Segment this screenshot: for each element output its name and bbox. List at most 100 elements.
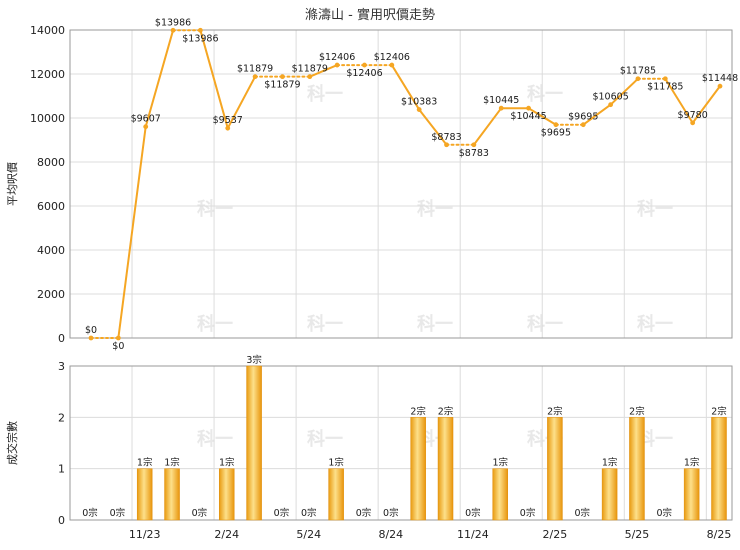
count-value-label: 0宗 [356, 507, 372, 519]
count-bar [683, 468, 700, 521]
price-point [280, 74, 285, 80]
price-y-tick-label: 14000 [30, 24, 65, 37]
count-bar [136, 468, 153, 521]
count-value-label: 0宗 [383, 507, 399, 519]
price-point [307, 74, 313, 80]
price-value-label: $11879 [264, 80, 300, 91]
watermark-text: 科一 [307, 83, 343, 105]
watermark-text: 科一 [637, 313, 673, 335]
frame-layer [69, 29, 733, 521]
price-line-segment [226, 75, 257, 130]
text-layer: 0 2000 4000 6000 8000 10000 12000 14000 0 1 2 3 滌濤山 … [5, 7, 738, 541]
price-point [662, 76, 668, 82]
price-y-tick-label: 8000 [37, 156, 65, 169]
price-value-label: $9607 [131, 114, 161, 125]
price-value-label: $11785 [647, 82, 683, 93]
price-point [362, 62, 367, 68]
count-bar [601, 468, 618, 521]
count-value-label: 0宗 [301, 507, 317, 519]
price-value-label: $11879 [292, 64, 328, 75]
price-value-label: $9695 [541, 128, 571, 139]
price-line-segment [664, 77, 694, 124]
price-y-tick-label: 4000 [37, 244, 65, 257]
count-y-tick-label: 3 [58, 360, 65, 373]
count-value-label: 2宗 [711, 405, 727, 417]
count-bar [629, 417, 645, 521]
count-value-label: 3宗 [246, 354, 262, 366]
price-line-segment [472, 107, 503, 146]
price-value-label: $0 [112, 341, 124, 352]
count-bar [328, 468, 344, 521]
watermark-text: 科一 [307, 428, 343, 450]
count-value-label: 0宗 [465, 507, 481, 519]
price-line-segment [144, 29, 175, 128]
price-value-label: $10605 [592, 92, 628, 103]
price-point [580, 122, 586, 128]
price-point [444, 142, 449, 148]
price-line-segment [418, 108, 448, 146]
watermark-text: 科一 [417, 313, 453, 335]
count-bar [711, 417, 727, 521]
count-bar [218, 468, 235, 521]
watermark-text: 科一 [417, 198, 453, 220]
price-line-segment [199, 29, 229, 130]
price-value-label: $10383 [401, 97, 437, 108]
price-point [334, 62, 340, 68]
count-value-label: 1宗 [137, 457, 153, 469]
count-bar [492, 468, 508, 521]
price-point [471, 142, 477, 148]
watermark-text: 科一 [527, 313, 563, 335]
price-point [225, 125, 231, 131]
count-value-label: 2宗 [629, 405, 645, 417]
x-tick-label: 11/23 [129, 528, 161, 541]
count-y-tick-label: 1 [58, 463, 65, 476]
price-point [690, 120, 696, 126]
count-value-label: 0宗 [574, 507, 590, 519]
count-y-tick-label: 2 [58, 411, 65, 424]
price-line-segment [390, 64, 421, 111]
price-value-label: $0 [85, 325, 97, 336]
x-tick-label: 5/25 [625, 528, 650, 541]
x-tick-label: 11/24 [457, 528, 489, 541]
price-value-label: $9537 [213, 115, 243, 126]
count-bar [547, 417, 563, 521]
price-point [252, 74, 258, 80]
price-point [635, 76, 641, 82]
count-plot-frame [69, 365, 733, 521]
count-value-label: 1宗 [328, 457, 344, 469]
price-value-label: $9695 [568, 112, 598, 123]
count-value-label: 1宗 [684, 457, 700, 469]
price-value-label: $12406 [346, 68, 382, 79]
price-value-label: $10445 [510, 111, 546, 122]
count-value-label: 1宗 [219, 457, 235, 469]
count-value-label: 0宗 [110, 507, 126, 519]
x-tick-label: 8/24 [378, 528, 403, 541]
count-value-label: 1宗 [164, 457, 180, 469]
count-y-axis-title: 成交宗數 [5, 421, 19, 465]
x-tick-label: 8/25 [707, 528, 732, 541]
price-point [197, 27, 203, 33]
price-point [170, 27, 176, 33]
price-value-label: $12406 [319, 52, 355, 63]
count-value-label: 0宗 [82, 507, 98, 519]
count-value-label: 0宗 [192, 507, 208, 519]
count-value-label: 1宗 [492, 457, 508, 469]
price-point [88, 335, 94, 341]
price-y-tick-label: 2000 [37, 288, 65, 301]
price-value-label: $12406 [374, 52, 410, 63]
count-bar [164, 468, 180, 521]
price-y-tick-label: 10000 [30, 112, 65, 125]
price-point [143, 124, 149, 130]
chart-title: 滌濤山 - 實用呎價走勢 [305, 7, 435, 23]
price-point [389, 62, 395, 68]
price-line-segment [609, 77, 639, 106]
watermark-text: 科一 [197, 313, 233, 335]
price-value-label: $10445 [483, 95, 519, 106]
price-point [608, 102, 614, 108]
price-point [553, 122, 559, 128]
price-point [416, 107, 422, 112]
watermark-text: 科一 [637, 428, 673, 450]
count-y-tick-label: 0 [58, 514, 65, 527]
